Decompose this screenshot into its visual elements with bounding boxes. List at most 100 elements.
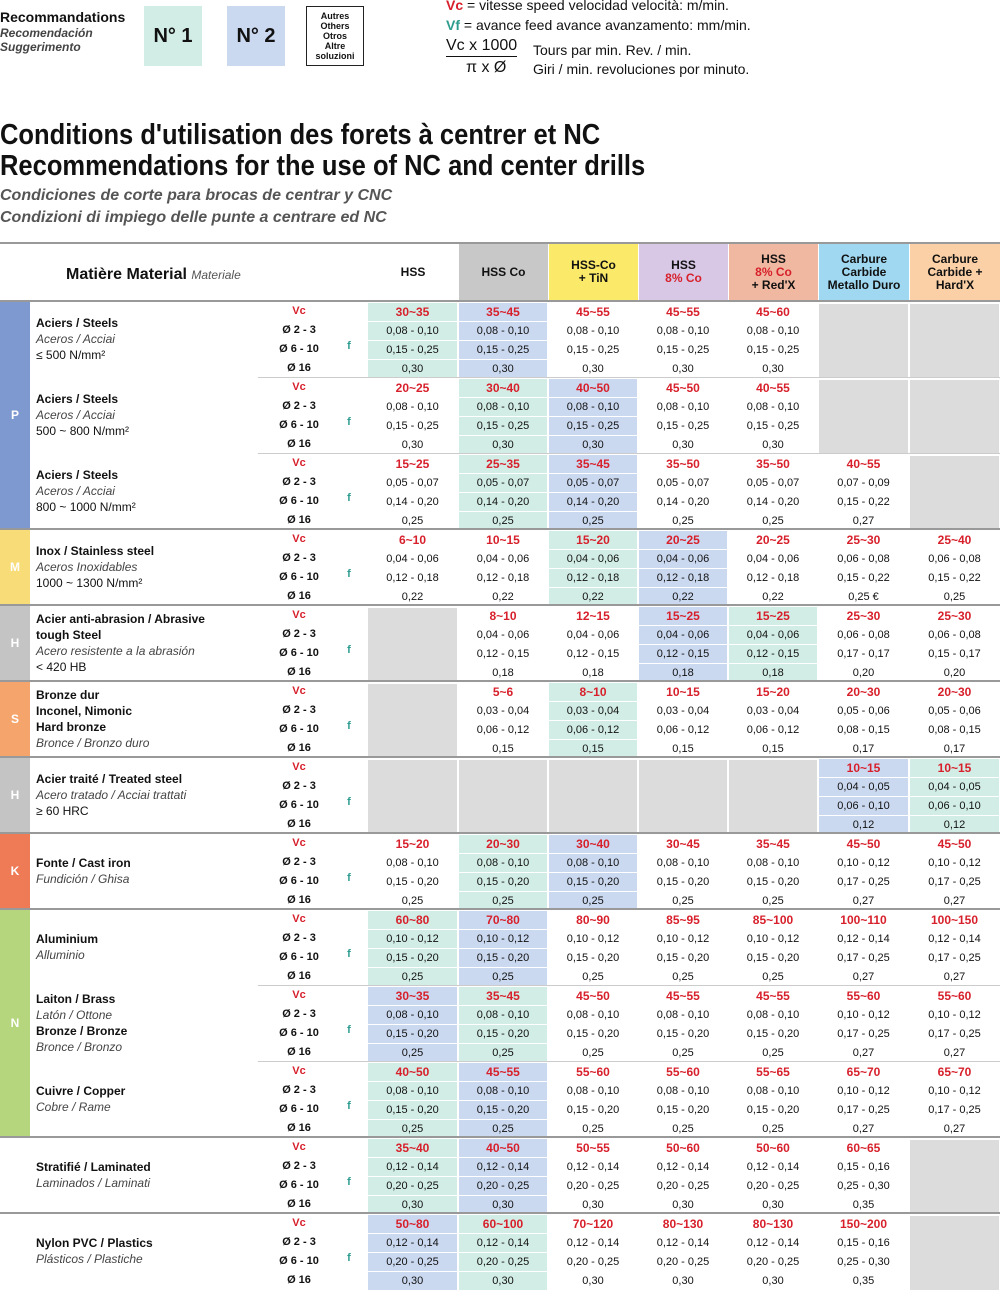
feed-cell: 0,20 - 0,25 (639, 1176, 727, 1195)
feed-cell: 0,25 (368, 891, 457, 910)
vc-cell: 40~55 (819, 454, 908, 473)
feed-cell: 0,30 (549, 359, 637, 378)
vc-cell: 20~25 (639, 530, 727, 549)
feed-cell: 0,08 - 0,10 (639, 1081, 727, 1100)
vc-cell: 50~55 (549, 1138, 637, 1157)
row-label-d3: Ø 16 (287, 514, 311, 526)
feed-cell: 0,06 - 0,12 (549, 720, 637, 739)
feed-cell: 0,12 - 0,15 (459, 644, 547, 663)
feed-cell: 0,10 - 0,12 (639, 929, 727, 948)
material-line: Cuivre / Copper (36, 1084, 126, 1098)
feed-cell: 0,30 (459, 1271, 547, 1290)
not-applicable-cell (368, 758, 457, 834)
feed-cell: 0,15 - 0,25 (459, 416, 547, 435)
vc-cell: 6~10 (368, 530, 457, 549)
material-line: Bronze / Bronze (36, 1024, 128, 1038)
feed-cell: 0,08 - 0,10 (368, 397, 457, 416)
vc-cell: 50~80 (368, 1214, 457, 1233)
vc-cell: 100~110 (819, 910, 908, 929)
feed-cell: 0,15 - 0,20 (368, 1024, 457, 1043)
vc-cell: 45~55 (639, 986, 727, 1005)
feed-label: f (347, 948, 351, 960)
row-label-d2: Ø 6 - 10 (279, 1027, 319, 1039)
feed-label: f (347, 1100, 351, 1112)
feed-cell: 0,15 - 0,20 (729, 948, 817, 967)
feed-cell: 0,25 (459, 891, 547, 910)
feed-cell: 0,25 (368, 1043, 457, 1062)
feed-label: f (347, 1252, 351, 1264)
material-line: Aceros / Acciai (36, 408, 115, 422)
row-label-vc: Vc (292, 913, 306, 925)
material-line: Aceros Inoxidables (36, 560, 138, 574)
vc-cell: 25~30 (819, 530, 908, 549)
feed-cell: 0,25 (459, 511, 547, 530)
feed-cell: 0,18 (639, 663, 727, 682)
material-name: Aluminium Alluminio (36, 931, 98, 963)
feed-label: f (347, 872, 351, 884)
feed-cell: 0,15 - 0,20 (459, 1024, 547, 1043)
vc-cell: 15~25 (729, 606, 817, 625)
feed-cell: 0,15 - 0,20 (639, 948, 727, 967)
feed-cell: 0,15 - 0,25 (368, 340, 457, 359)
row-label-d2: Ø 6 - 10 (279, 723, 319, 735)
feed-cell: 0,20 - 0,25 (729, 1252, 817, 1271)
feed-cell: 0,08 - 0,10 (639, 397, 727, 416)
vc-cell: 20~25 (729, 530, 817, 549)
feed-cell: 0,15 - 0,17 (910, 644, 999, 663)
feed-cell: 0,30 (459, 1195, 547, 1214)
feed-cell: 0,14 - 0,20 (639, 492, 727, 511)
material-line: ≥ 60 HRC (36, 804, 89, 818)
row-label-vc: Vc (292, 457, 306, 469)
column-header-line: HSS (761, 251, 786, 266)
row-label-vc: Vc (292, 685, 306, 697)
row-label-d3: Ø 16 (287, 894, 311, 906)
material-name: Nylon PVC / Plastics Plásticos / Plastich… (36, 1235, 153, 1267)
vc-cell: 40~55 (729, 378, 817, 397)
feed-cell: 0,30 (549, 1271, 637, 1290)
category-tag: K (0, 834, 30, 908)
feed-cell: 0,08 - 0,10 (729, 1081, 817, 1100)
row-label-d2: Ø 6 - 10 (279, 1255, 319, 1267)
feed-cell: 0,27 (819, 511, 908, 530)
material-line: 500 ~ 800 N/mm² (36, 424, 130, 438)
block-separator (258, 377, 1000, 378)
material-line: Alluminio (36, 948, 85, 962)
feed-cell: 0,08 - 0,10 (639, 321, 727, 340)
not-applicable-cell (910, 378, 999, 454)
row-label-d1: Ø 2 - 3 (282, 1236, 316, 1248)
feed-cell: 0,15 - 0,25 (368, 416, 457, 435)
feed-cell: 0,08 - 0,10 (639, 1005, 727, 1024)
feed-cell: 0,15 - 0,20 (459, 872, 547, 891)
feed-cell: 0,05 - 0,06 (910, 701, 999, 720)
title-es: Condiciones de corte para brocas de cent… (0, 187, 393, 204)
material-line: ≤ 500 N/mm² (36, 348, 106, 362)
feed-cell: 0,04 - 0,06 (639, 625, 727, 644)
feed-cell: 0,15 - 0,25 (729, 340, 817, 359)
feed-cell: 0,15 - 0,25 (549, 416, 637, 435)
row-label-vc: Vc (292, 989, 306, 1001)
feed-cell: 0,15 - 0,20 (639, 1024, 727, 1043)
material-group: K Fonte / Cast iron Fundición / Ghisa Vc Ø 2… (0, 832, 1000, 910)
feed-cell: 0,15 (729, 739, 817, 758)
feed-cell: 0,14 - 0,20 (729, 492, 817, 511)
feed-cell: 0,35 (819, 1271, 908, 1290)
vc-cell: 45~55 (459, 1062, 547, 1081)
material-group: N Aluminium Alluminio Vc Ø 2 - 3 Ø 6 - 10 Ø 16… (0, 908, 1000, 1138)
feed-cell: 0,06 - 0,12 (639, 720, 727, 739)
feed-cell: 0,15 - 0,20 (639, 1100, 727, 1119)
legend: Recommandations Recomendación Suggerimen… (0, 0, 1000, 110)
vc-cell: 25~40 (910, 530, 999, 549)
vc-cell: 45~55 (729, 986, 817, 1005)
feed-cell: 0,06 - 0,08 (819, 549, 908, 568)
feed-cell: 0,20 - 0,25 (368, 1176, 457, 1195)
column-header-line: 8% Co (755, 264, 792, 279)
feed-cell: 0,12 - 0,14 (729, 1157, 817, 1176)
feed-cell: 0,15 - 0,20 (368, 1100, 457, 1119)
material-header: Matière Material Materiale (66, 266, 241, 284)
title-fr: Conditions d'utilisation des forets à ce… (0, 119, 601, 151)
vc-cell: 60~80 (368, 910, 457, 929)
vc-cell: 60~65 (819, 1138, 908, 1157)
category-tag: M (0, 530, 30, 604)
feed-cell: 0,25 (549, 511, 637, 530)
feed-cell: 0,30 (639, 359, 727, 378)
